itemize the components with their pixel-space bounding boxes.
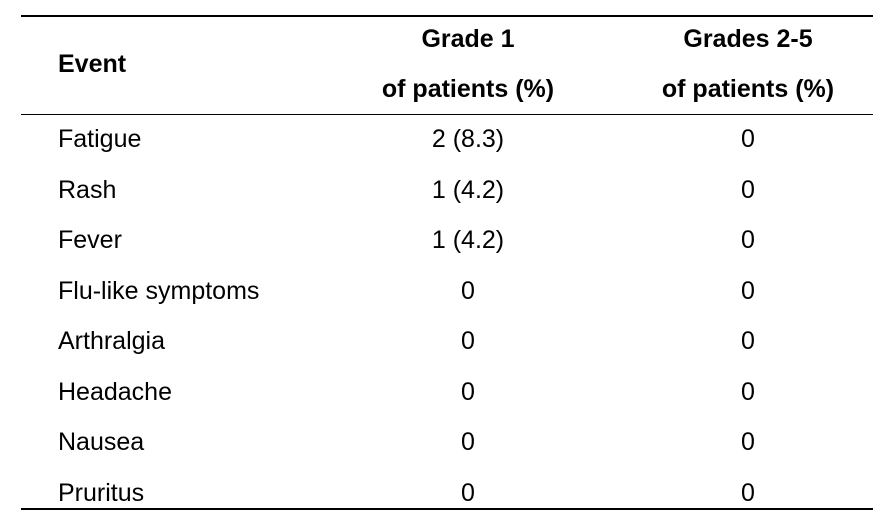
table-header-rule <box>21 114 873 115</box>
grades2-5-cell: 0 <box>741 478 755 507</box>
event-cell: Flu-like symptoms <box>58 276 260 305</box>
event-cell: Nausea <box>58 428 145 456</box>
header-grades2-5-title: Grades 2-5 <box>683 25 813 53</box>
grades2-5-cell: 0 <box>741 327 755 355</box>
event-cell: Pruritus <box>58 478 145 507</box>
header-event: Event <box>58 50 127 78</box>
event-cell: Fatigue <box>58 125 142 153</box>
grades2-5-cell: 0 <box>741 175 755 204</box>
grade1-cell: 0 <box>461 327 475 355</box>
table-row: Rash 1 (4.2) 0 <box>21 166 873 217</box>
header-grade1-title: Grade 1 <box>421 25 515 53</box>
event-cell: Fever <box>58 226 122 254</box>
table-row: Pruritus 0 0 <box>21 469 873 520</box>
table-top-rule <box>21 15 873 17</box>
table-row: Arthralgia 0 0 <box>21 317 873 368</box>
table-row: Headache 0 0 <box>21 368 873 419</box>
event-cell: Headache <box>58 377 172 406</box>
grade1-cell: 0 <box>461 478 475 507</box>
table-header: Event Grade 1 of patients (%) Grades 2-5… <box>21 15 873 115</box>
table-row: Fever 1 (4.2) 0 <box>21 216 873 267</box>
grades2-5-cell: 0 <box>741 125 755 153</box>
grade1-cell: 0 <box>461 276 475 305</box>
event-cell: Rash <box>58 175 117 204</box>
grades2-5-cell: 0 <box>741 276 755 305</box>
table-row: Flu-like symptoms 0 0 <box>21 267 873 318</box>
grade1-cell: 0 <box>461 428 475 456</box>
grade1-cell: 1 (4.2) <box>431 226 505 254</box>
table-bottom-rule <box>21 508 873 510</box>
table-row: Fatigue 2 (8.3) 0 <box>21 115 873 166</box>
table-body: Fatigue 2 (8.3) 0 Rash 1 (4.2) 0 Fever 1… <box>21 115 873 519</box>
header-grade1-subtitle: of patients (%) <box>381 75 555 103</box>
table-row: Nausea 0 0 <box>21 418 873 469</box>
grades2-5-cell: 0 <box>741 226 755 254</box>
grades2-5-cell: 0 <box>741 428 755 456</box>
grade1-cell: 0 <box>461 377 475 406</box>
event-cell: Arthralgia <box>58 327 165 355</box>
grade1-cell: 1 (4.2) <box>431 175 505 204</box>
grades2-5-cell: 0 <box>741 377 755 406</box>
header-grades2-5-subtitle: of patients (%) <box>661 75 835 103</box>
grade1-cell: 2 (8.3) <box>431 125 505 153</box>
